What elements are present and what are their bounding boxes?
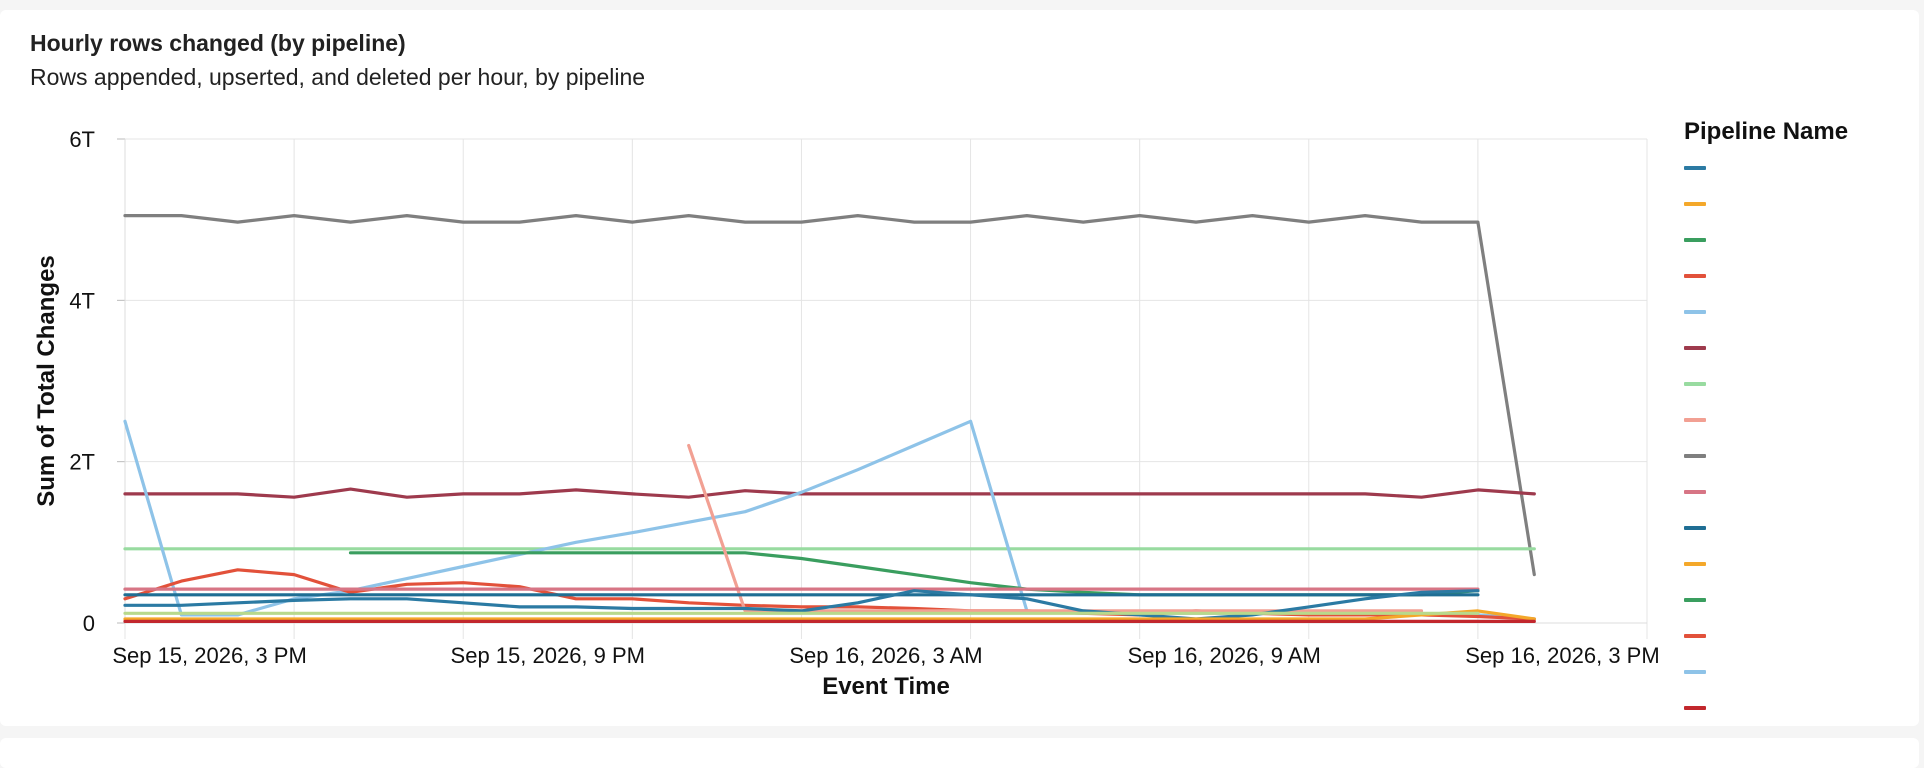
legend-swatch [1684,526,1706,530]
legend-item[interactable] [1684,150,1914,186]
chart-labels: 0 2T 4T 6T Sep 15, 2026, 3 PM Sep 15, 2026, 9… [33,127,1660,700]
y-axis-title: Sum of Total Changes [33,255,60,507]
legend-swatch [1684,706,1706,710]
series-line-0 [123,214,1536,577]
legend-item[interactable] [1684,582,1914,618]
legend-item[interactable] [1684,186,1914,222]
legend-swatch [1684,310,1706,314]
chart-series [123,214,1536,623]
legend-swatch [1684,670,1706,674]
legend-item[interactable] [1684,402,1914,438]
y-tick-label: 6T [69,127,95,152]
legend-swatch [1684,382,1706,386]
legend-item[interactable] [1684,510,1914,546]
legend-title: Pipeline Name [1684,118,1849,145]
chart-grid [124,138,1648,639]
legend-swatch [1684,274,1706,278]
legend-swatch [1684,562,1706,566]
legend-swatch [1684,202,1706,206]
chart-title: Hourly rows changed (by pipeline) [30,30,406,56]
legend-item[interactable] [1684,366,1914,402]
legend-swatch [1684,490,1706,494]
y-tick-label: 4T [69,288,95,313]
legend-item[interactable] [1684,330,1914,366]
series-line-10 [123,609,1536,621]
series-line-6 [687,443,1424,613]
legend-swatch [1684,418,1706,422]
legend-swatch [1684,634,1706,638]
legend-swatch [1684,598,1706,602]
series-line-9 [123,589,1480,621]
legend-swatch [1684,454,1706,458]
x-tick-label: Sep 16, 2026, 3 AM [789,643,982,668]
x-tick-label: Sep 16, 2026, 3 PM [1465,643,1659,668]
legend-item[interactable] [1684,690,1914,726]
legend-swatch [1684,166,1706,170]
legend: Pipeline Name [1684,118,1914,726]
y-tick-label: 2T [69,450,95,475]
series-line-1 [123,487,1536,499]
chart-axes [117,138,1647,624]
legend-item[interactable] [1684,474,1914,510]
legend-items [1684,150,1914,726]
x-tick-label: Sep 15, 2026, 3 PM [112,643,306,668]
legend-item[interactable] [1684,258,1914,294]
x-tick-label: Sep 15, 2026, 9 PM [451,643,645,668]
x-tick-label: Sep 16, 2026, 9 AM [1128,643,1321,668]
legend-item[interactable] [1684,294,1914,330]
legend-swatch [1684,238,1706,242]
chart-card [0,10,1919,726]
x-axis-title: Event Time [822,673,950,700]
legend-item[interactable] [1684,222,1914,258]
chart-subtitle: Rows appended, upserted, and deleted per… [30,64,646,90]
legend-item[interactable] [1684,546,1914,582]
y-tick-label: 0 [83,611,95,636]
legend-swatch [1684,346,1706,350]
legend-item[interactable] [1684,654,1914,690]
legend-item[interactable] [1684,618,1914,654]
legend-item[interactable] [1684,438,1914,474]
